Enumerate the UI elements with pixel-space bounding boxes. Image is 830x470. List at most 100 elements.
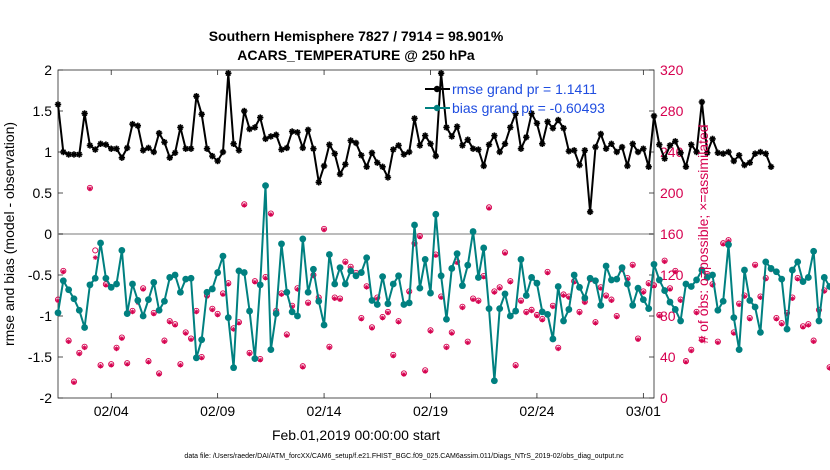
bias-point (464, 261, 472, 269)
obs-assimilated-point (640, 290, 646, 295)
bias-point (416, 284, 424, 292)
rmse-point (427, 140, 434, 147)
bias-point (427, 289, 434, 297)
obs-assimilated-point (342, 260, 348, 266)
y-tick-label: -1.5 (28, 349, 52, 365)
bias-point (629, 301, 637, 309)
obs-assimilated-point (337, 297, 343, 302)
rmse-point (645, 163, 652, 170)
bias-point (746, 297, 754, 304)
rmse-point (395, 142, 402, 149)
rmse-point (336, 170, 344, 178)
bias-point (544, 310, 551, 318)
obs-assimilated-point (60, 269, 66, 275)
bias-point (804, 274, 812, 281)
bias-point (533, 279, 541, 287)
chart-title: Southern Hemisphere 7827 / 7914 = 98.901… (209, 28, 504, 44)
bias-point (192, 354, 200, 362)
rmse-point (746, 159, 753, 166)
rmse-point (618, 143, 626, 151)
bias-point (549, 335, 557, 343)
rmse-point (666, 142, 674, 149)
rmse-point (491, 132, 498, 139)
rmse-point (97, 140, 104, 147)
bias-point (129, 280, 136, 288)
obs-assimilated-point (486, 205, 492, 211)
bias-point (485, 305, 493, 313)
obs-assimilated-point (417, 234, 423, 240)
rmse-point (262, 135, 269, 143)
bias-point (645, 305, 653, 313)
obs-assimilated-point (561, 293, 566, 298)
obs-assimilated-point (539, 317, 545, 323)
bias-point (528, 274, 536, 281)
bias-point (480, 244, 488, 252)
bias-point (661, 287, 669, 294)
obs-assimilated-point (364, 284, 370, 290)
obs-assimilated-point (598, 285, 604, 291)
obs-assimilated-point (369, 325, 375, 331)
obs-assimilated-point (678, 298, 684, 304)
rmse-point (469, 145, 477, 152)
rmse-point (602, 145, 610, 152)
bias-point (602, 262, 610, 270)
obs-assimilated-point (789, 296, 795, 301)
bias-point (150, 278, 158, 286)
x-tick-label: 02/14 (307, 403, 342, 419)
x-tick-label: 02/19 (413, 403, 448, 419)
bias-point (203, 288, 211, 296)
rmse-point (634, 148, 642, 156)
bias-point (70, 295, 78, 303)
obs-assimilated-point (156, 372, 162, 377)
obs-assimilated-point (151, 311, 157, 317)
obs-assimilated-point (193, 309, 199, 315)
x-tick-label: 02/24 (519, 403, 554, 419)
rmse-point (485, 141, 493, 148)
obs-assimilated-point (699, 338, 705, 343)
bias-point (352, 272, 360, 280)
bias-point (411, 221, 418, 229)
obs-assimilated-point (614, 314, 620, 320)
rmse-point (225, 70, 232, 77)
bias-point (379, 273, 387, 281)
legend-rmse-marker (433, 85, 441, 93)
obs-assimilated-point (76, 351, 82, 357)
bias-point (325, 251, 333, 258)
bias-point (384, 300, 392, 308)
obs-assimilated-point (651, 283, 657, 289)
rmse-point (54, 101, 62, 108)
rmse-point (304, 126, 312, 134)
rmse-point (432, 152, 440, 160)
rmse-point (406, 148, 413, 156)
obs-assimilated-point (646, 281, 652, 287)
bias-point (262, 182, 269, 190)
y-tick-label: 1 (44, 144, 52, 160)
obs-assimilated-point (252, 279, 258, 285)
bias-point (299, 235, 307, 243)
bias-point (224, 314, 232, 322)
rmse-point (86, 142, 94, 149)
rmse-point (624, 162, 631, 170)
rmse-point (453, 123, 461, 130)
obs-assimilated-point (688, 348, 694, 354)
obs-assimilated-point (385, 310, 391, 316)
bias-point (65, 286, 73, 294)
obs-assimilated-point (518, 299, 524, 305)
obs-assimilated-point (247, 351, 252, 357)
bias-point (639, 296, 647, 303)
rmse-point (677, 149, 684, 157)
bias-point (714, 306, 722, 314)
bias-point (623, 280, 631, 288)
bias-point (671, 306, 679, 313)
bias-point (208, 285, 216, 293)
rmse-point (81, 110, 88, 117)
rmse-point (693, 148, 700, 156)
legend-bias-marker (433, 104, 441, 112)
rmse-point (523, 134, 530, 141)
rmse-point (650, 112, 658, 120)
obs-assimilated-point (465, 340, 471, 346)
bias-point (698, 266, 706, 274)
bias-point (315, 297, 323, 305)
bias-point (618, 264, 626, 272)
